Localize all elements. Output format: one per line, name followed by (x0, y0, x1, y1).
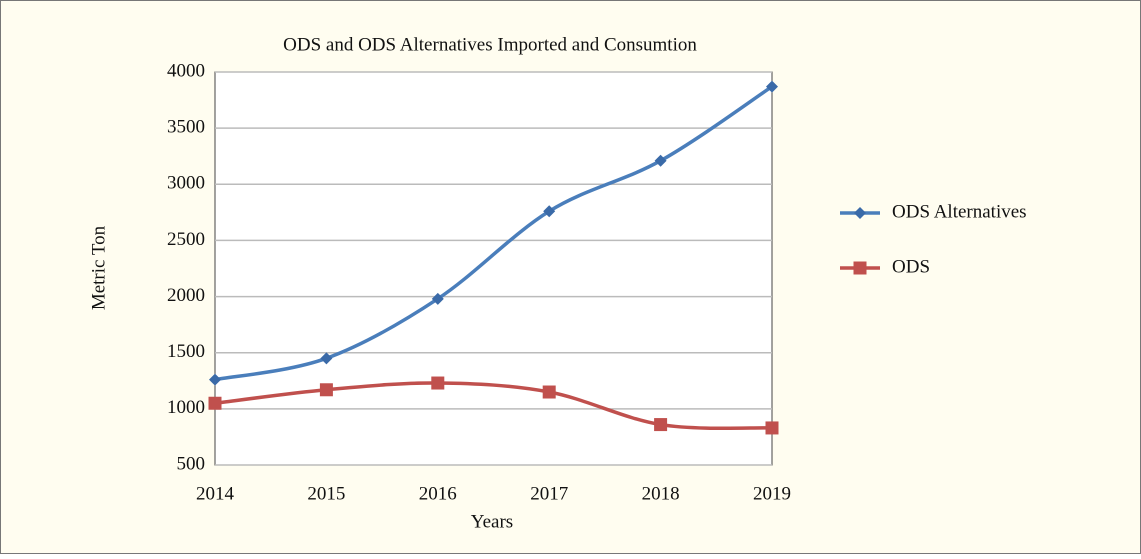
data-point (543, 205, 556, 218)
data-point (542, 385, 556, 399)
series-line (214, 381, 773, 431)
data-point (319, 383, 333, 397)
legend-label: ODS (892, 256, 930, 277)
chart-title: ODS and ODS Alternatives Imported and Co… (283, 34, 697, 55)
y-tick-label: 500 (177, 453, 206, 474)
data-point (320, 352, 333, 365)
x-tick-label: 2015 (307, 483, 345, 504)
y-tick-label: 1000 (167, 397, 205, 418)
x-tick-label: 2017 (530, 483, 568, 504)
y-tick-label: 2000 (167, 285, 205, 306)
series-line (214, 85, 773, 382)
data-point (654, 418, 668, 432)
x-tick-label: 2014 (196, 483, 235, 504)
y-tick-label: 2500 (167, 229, 205, 250)
y-tick-label: 3000 (167, 173, 205, 194)
y-axis-label: Metric Ton (88, 225, 109, 310)
legend-label: ODS Alternatives (892, 201, 1027, 222)
data-point (766, 80, 778, 93)
y-tick-label: 4000 (167, 60, 205, 81)
x-tick-label: 2018 (642, 483, 680, 504)
plot-area (214, 71, 773, 466)
y-tick-label: 1500 (167, 341, 205, 362)
x-axis-label: Years (471, 511, 513, 532)
data-point (765, 421, 779, 435)
data-point (208, 396, 222, 410)
data-point (209, 373, 221, 386)
data-point (431, 292, 444, 305)
legend-marker (854, 207, 866, 219)
y-tick-label: 3500 (167, 117, 205, 138)
data-point (654, 154, 667, 167)
data-point (431, 376, 445, 390)
x-tick-label: 2019 (753, 483, 791, 504)
legend-marker (853, 261, 867, 275)
x-tick-label: 2016 (419, 483, 457, 504)
